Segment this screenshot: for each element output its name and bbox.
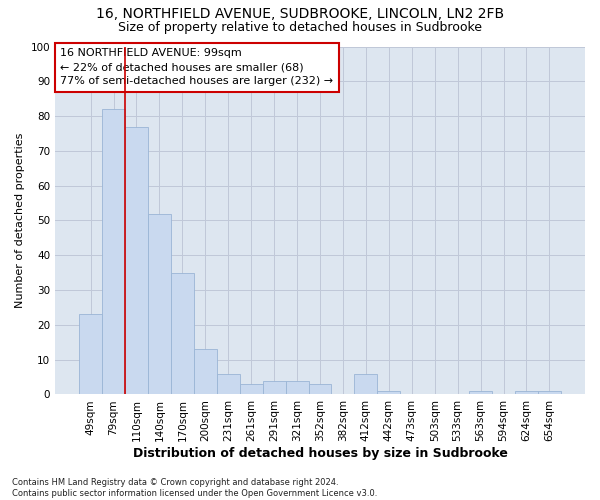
Bar [194, 349, 217, 395]
Bar [148, 214, 171, 394]
Bar [79, 314, 102, 394]
Text: Size of property relative to detached houses in Sudbrooke: Size of property relative to detached ho… [118, 21, 482, 34]
Bar [377, 391, 400, 394]
Bar [263, 380, 286, 394]
Bar [102, 109, 125, 395]
Bar [171, 272, 194, 394]
Bar [538, 391, 561, 394]
Bar [515, 391, 538, 394]
Bar [217, 374, 240, 394]
Bar [125, 126, 148, 394]
Bar [308, 384, 331, 394]
Text: 16, NORTHFIELD AVENUE, SUDBROOKE, LINCOLN, LN2 2FB: 16, NORTHFIELD AVENUE, SUDBROOKE, LINCOL… [96, 8, 504, 22]
Bar [286, 380, 308, 394]
Bar [240, 384, 263, 394]
Text: 16 NORTHFIELD AVENUE: 99sqm
← 22% of detached houses are smaller (68)
77% of sem: 16 NORTHFIELD AVENUE: 99sqm ← 22% of det… [61, 48, 334, 86]
Text: Contains HM Land Registry data © Crown copyright and database right 2024.
Contai: Contains HM Land Registry data © Crown c… [12, 478, 377, 498]
Bar [355, 374, 377, 394]
Bar [469, 391, 492, 394]
X-axis label: Distribution of detached houses by size in Sudbrooke: Distribution of detached houses by size … [133, 447, 508, 460]
Y-axis label: Number of detached properties: Number of detached properties [15, 133, 25, 308]
